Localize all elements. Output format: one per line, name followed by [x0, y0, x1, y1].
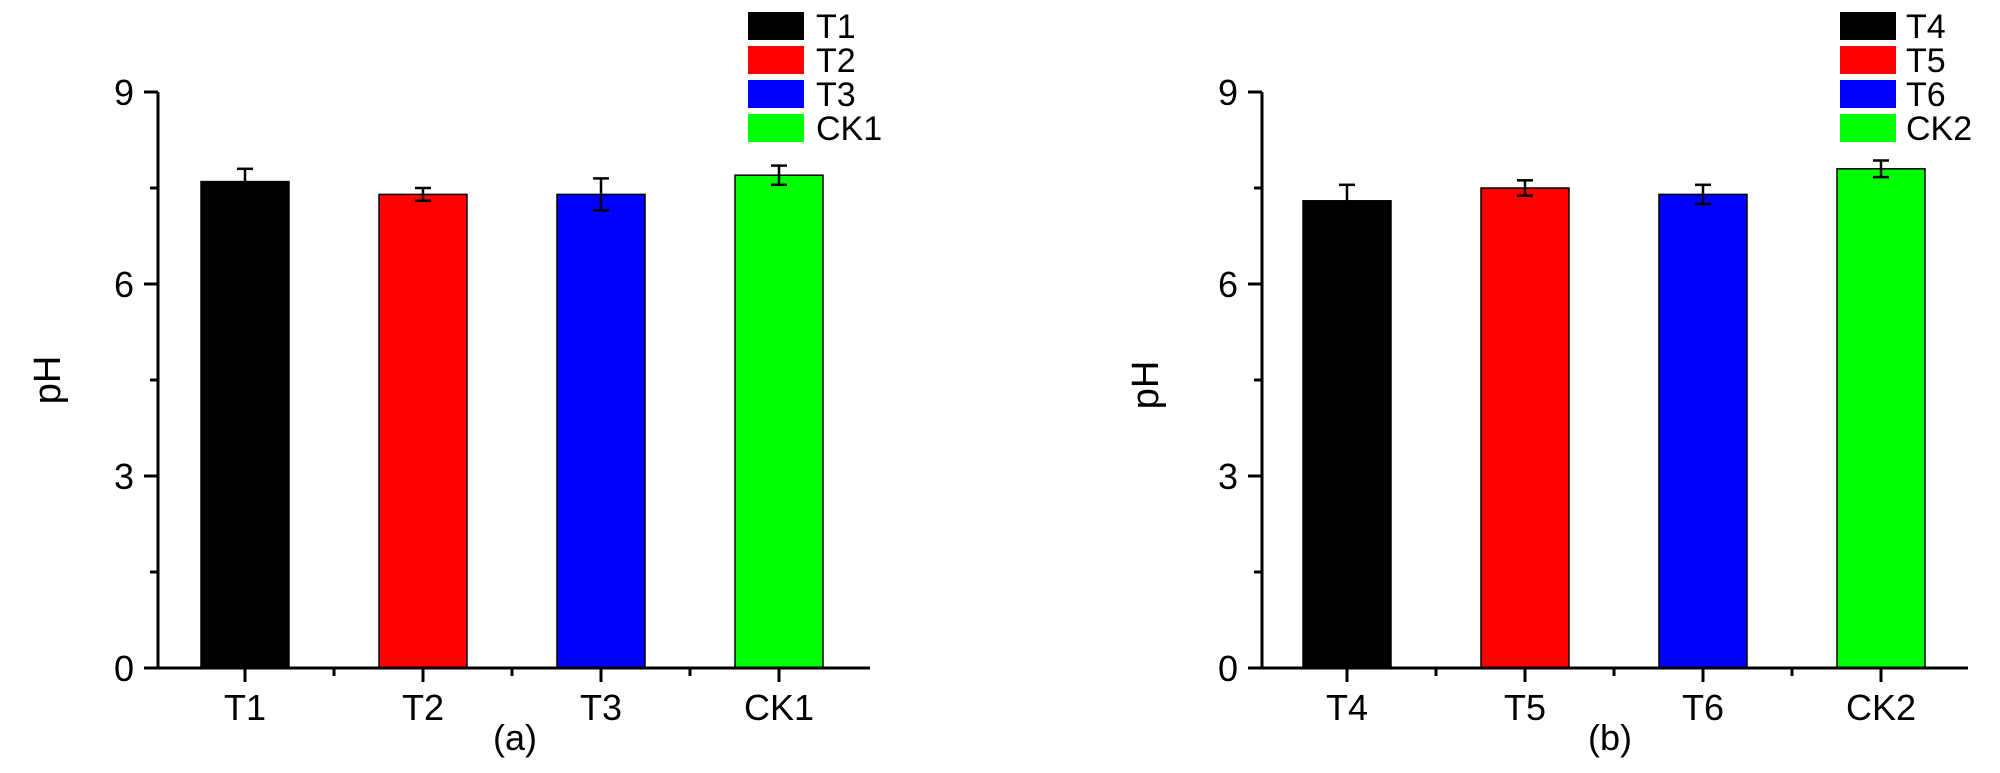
y-axis-label: pH	[1125, 361, 1167, 410]
bars	[1302, 159, 1926, 669]
bar-t3	[556, 193, 646, 669]
bar-ck2	[1836, 168, 1926, 669]
legend-item: T2	[748, 42, 856, 80]
legend-label: CK2	[1906, 110, 1972, 148]
error-bar	[237, 167, 253, 196]
y-tick-label: 0	[1218, 648, 1238, 689]
legend-item: CK2	[1840, 110, 1972, 148]
error-bar	[415, 186, 431, 203]
legend-swatch	[1840, 12, 1896, 40]
error-bar	[1339, 183, 1355, 219]
x-tick-label: T1	[224, 687, 266, 728]
bar-ck1	[734, 174, 824, 669]
bar-t1	[200, 180, 290, 669]
panel-label: (a)	[493, 717, 537, 758]
legend-swatch	[748, 12, 804, 40]
legend-swatch	[748, 80, 804, 108]
error-bar	[593, 177, 609, 212]
legend-swatch	[1840, 46, 1896, 74]
y-tick-label: 9	[1218, 72, 1238, 113]
y-ticks: 0 3 6 9	[1218, 72, 1262, 689]
legend-swatch	[1840, 80, 1896, 108]
legend-item: T4	[1840, 8, 1946, 46]
y-axis-label: pH	[27, 356, 69, 405]
legend-item: T6	[1840, 76, 1946, 114]
x-tick-label: T3	[580, 687, 622, 728]
legend-swatch	[748, 46, 804, 74]
legend-label: T6	[1906, 76, 1946, 114]
legend-item: T5	[1840, 42, 1946, 80]
x-ticks: T1 T2 T3 CK1	[224, 668, 814, 728]
y-tick-label: 9	[114, 72, 134, 113]
x-ticks: T4 T5 T6 CK2	[1326, 668, 1916, 728]
legend-label: T5	[1906, 42, 1946, 80]
x-tick-label: T2	[402, 687, 444, 728]
bar-t2	[378, 193, 468, 669]
legend-label: CK1	[816, 110, 882, 148]
y-ticks: 0 3 6 9	[114, 72, 158, 689]
error-bar	[771, 164, 787, 187]
x-tick-label: T4	[1326, 687, 1368, 728]
legend: T4 T5 T6 CK2	[1840, 8, 1972, 148]
bar-t5	[1480, 187, 1570, 669]
y-tick-label: 3	[114, 456, 134, 497]
panel-label: (b)	[1588, 717, 1632, 758]
legend-swatch	[748, 114, 804, 142]
y-tick-label: 3	[1218, 456, 1238, 497]
bar-t4	[1302, 200, 1392, 669]
y-tick-label: 6	[114, 264, 134, 305]
y-tick-label: 6	[1218, 264, 1238, 305]
legend-label: T1	[816, 8, 856, 46]
y-tick-label: 0	[114, 648, 134, 689]
bar-t6	[1658, 193, 1748, 669]
error-bar	[1517, 179, 1533, 197]
x-tick-label: CK1	[744, 687, 814, 728]
legend-item: CK1	[748, 110, 882, 148]
legend-label: T3	[816, 76, 856, 114]
legend-item: T3	[748, 76, 856, 114]
legend-label: T2	[816, 42, 856, 80]
bars	[200, 164, 824, 669]
x-tick-label: CK2	[1846, 687, 1916, 728]
legend-label: T4	[1906, 8, 1946, 46]
legend: T1 T2 T3 CK1	[748, 8, 882, 148]
legend-swatch	[1840, 114, 1896, 142]
x-tick-label: T6	[1682, 687, 1724, 728]
error-bar	[1873, 159, 1889, 179]
x-tick-label: T5	[1504, 687, 1546, 728]
error-bar	[1695, 183, 1711, 206]
legend-item: T1	[748, 8, 856, 46]
